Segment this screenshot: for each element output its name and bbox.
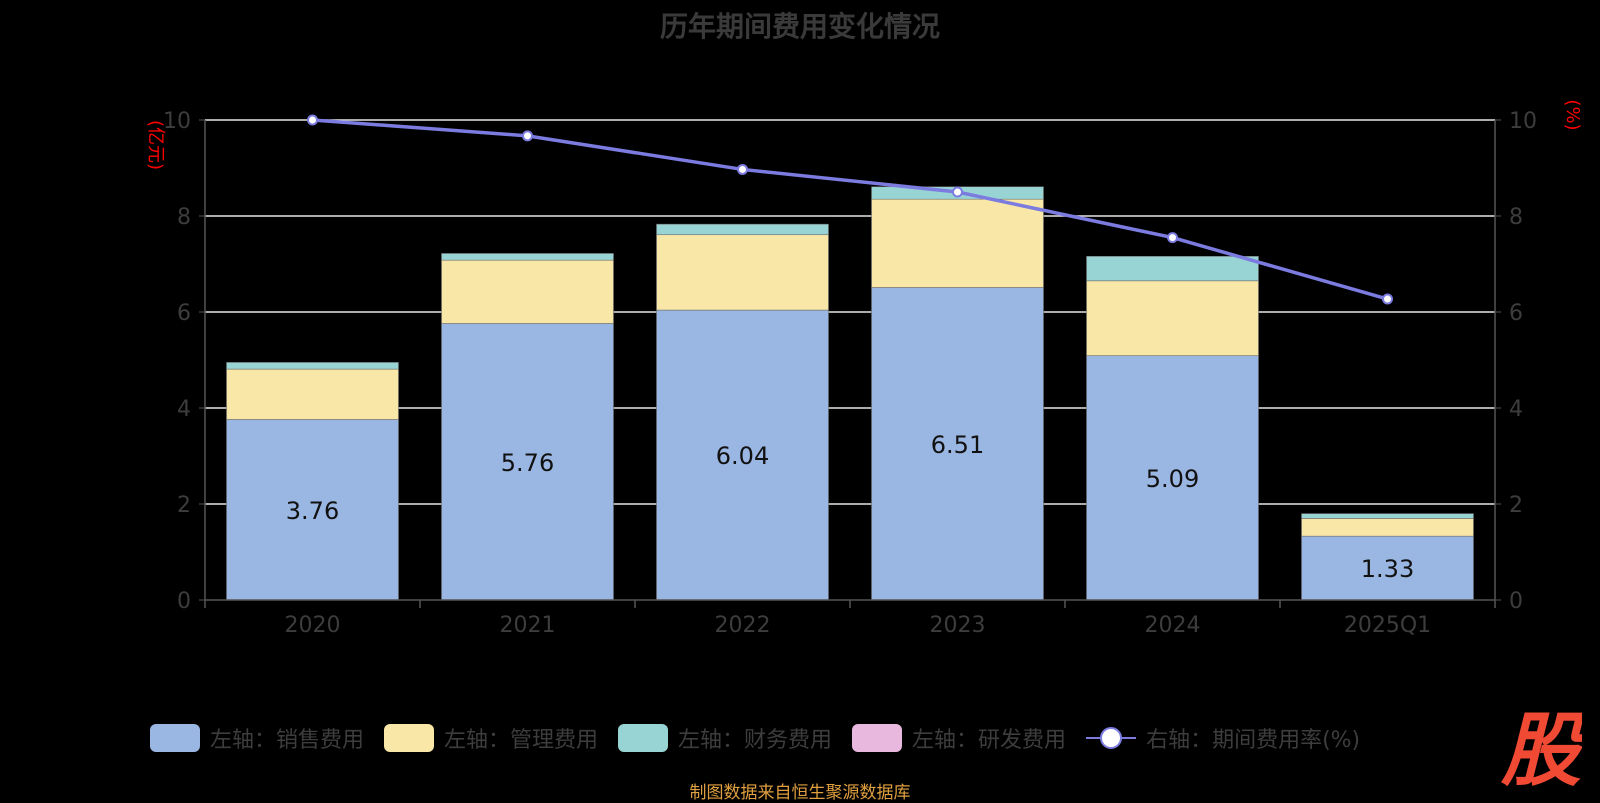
bar-segment — [441, 323, 614, 601]
brand-logo-text: 股 — [1500, 708, 1582, 788]
brand-logo: 股 — [1500, 708, 1582, 788]
chart-plot: 02468100246810(亿元)(%)3.7620205.7620216.0… — [145, 99, 1583, 638]
bar-data-label: 5.09 — [1146, 465, 1199, 493]
legend-item-rate[interactable]: 右轴：期间费用率(%) — [1086, 722, 1360, 754]
y-left-tick-label: 8 — [177, 205, 191, 230]
bar-segment — [1301, 518, 1474, 537]
data-source-note: 制图数据来自恒生聚源数据库 — [689, 783, 911, 803]
bar-segment — [1086, 355, 1259, 601]
y-left-tick-label: 10 — [163, 109, 191, 134]
rate-point — [1167, 232, 1178, 244]
rate-point — [307, 114, 318, 126]
y-right-axis-title: (%) — [1562, 99, 1583, 130]
bar-data-label: 1.33 — [1361, 555, 1414, 583]
bar-segment — [656, 223, 829, 236]
rate-point — [952, 186, 963, 198]
y-right-tick-label: 4 — [1509, 397, 1523, 422]
legend-item-finance[interactable]: 左轴：财务费用 — [618, 722, 832, 754]
rate-point — [1382, 293, 1393, 305]
legend-line-marker-icon — [1086, 727, 1137, 749]
y-right-tick-label: 0 — [1509, 589, 1523, 614]
y-left-tick-label: 2 — [177, 493, 191, 518]
bar-segment — [1301, 513, 1474, 519]
bar-segment — [441, 253, 614, 261]
x-tick-label: 2020 — [285, 613, 341, 638]
legend-swatch-finance — [618, 724, 669, 752]
x-tick-label: 2021 — [500, 613, 556, 638]
x-tick-label: 2025Q1 — [1344, 613, 1431, 638]
rate-point — [522, 130, 533, 142]
legend-swatch-sales — [150, 724, 200, 752]
bar-segment — [226, 368, 399, 420]
y-right-tick-label: 6 — [1509, 301, 1523, 326]
bar-segment — [656, 309, 829, 601]
y-left-tick-label: 6 — [177, 301, 191, 326]
legend-item-rd[interactable]: 左轴：研发费用 — [852, 722, 1066, 754]
legend-item-admin[interactable]: 左轴：管理费用 — [384, 722, 598, 754]
bar-data-label: 6.51 — [931, 431, 984, 459]
chart-legend: 左轴：销售费用 左轴：管理费用 左轴：财务费用 左轴：研发费用 右轴：期间费用率… — [150, 718, 1380, 758]
legend-swatch-rd — [852, 724, 903, 752]
y-right-tick-label: 2 — [1509, 493, 1523, 518]
y-left-axis-title: (亿元) — [145, 120, 166, 170]
legend-label-admin: 左轴：管理费用 — [444, 728, 599, 753]
bar-segment — [226, 419, 399, 601]
rate-line — [312, 118, 1388, 301]
x-tick-label: 2023 — [930, 613, 986, 638]
legend-label-rd: 左轴：研发费用 — [912, 728, 1067, 753]
bar-data-label: 3.76 — [286, 497, 339, 525]
legend-item-sales[interactable]: 左轴：销售费用 — [150, 722, 364, 754]
x-tick-label: 2024 — [1145, 613, 1201, 638]
rate-point — [737, 163, 748, 175]
bar-segment — [656, 234, 829, 311]
bar-segment — [871, 198, 1044, 288]
bar-segment — [1086, 256, 1259, 282]
bar-segment — [441, 259, 614, 324]
y-right-tick-label: 8 — [1509, 205, 1523, 230]
x-tick-label: 2022 — [715, 613, 771, 638]
bar-data-label: 5.76 — [501, 449, 554, 477]
y-left-tick-label: 0 — [177, 589, 191, 614]
y-right-tick-label: 10 — [1509, 109, 1537, 134]
legend-label-finance: 左轴：财务费用 — [678, 728, 833, 753]
legend-label-rate: 右轴：期间费用率(%) — [1146, 728, 1361, 753]
bar-segment — [1086, 280, 1259, 356]
bar-segment — [226, 362, 399, 370]
legend-label-sales: 左轴：销售费用 — [210, 728, 365, 753]
y-left-tick-label: 4 — [177, 397, 191, 422]
legend-swatch-admin — [384, 724, 435, 752]
bar-data-label: 6.04 — [716, 442, 769, 470]
chart-title: 历年期间费用变化情况 — [659, 10, 940, 43]
